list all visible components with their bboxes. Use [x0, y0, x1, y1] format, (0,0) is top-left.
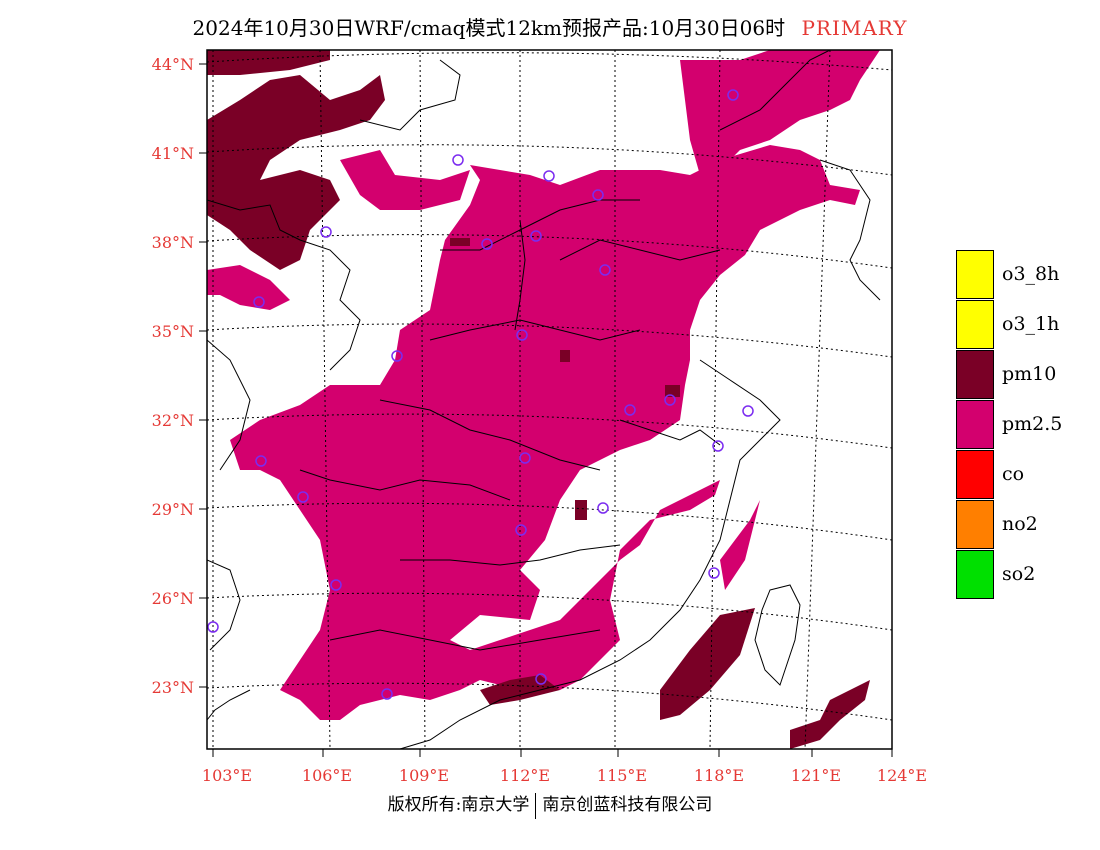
pm25-region-coast — [720, 500, 760, 590]
legend-swatch — [956, 499, 994, 549]
legend-label: co — [1002, 463, 1025, 485]
lon-label: 115°E — [597, 766, 647, 785]
pm10-region-top — [207, 50, 330, 75]
lat-label: 44°N — [152, 55, 194, 74]
lon-ticks — [212, 749, 893, 757]
legend-item-pm25: pm2.5 — [956, 399, 1096, 449]
pm25-region-northeast — [680, 50, 880, 175]
pm25-region-main — [230, 145, 860, 720]
legend-label: no2 — [1002, 513, 1038, 535]
legend-swatch — [956, 299, 994, 349]
lat-label: 26°N — [152, 589, 194, 608]
legend-swatch — [956, 399, 994, 449]
legend-item-co: co — [956, 449, 1096, 499]
lat-label: 29°N — [152, 500, 194, 519]
legend-item-pm10: pm10 — [956, 349, 1096, 399]
legend-label: o3_8h — [1002, 263, 1060, 285]
lon-label: 118°E — [694, 766, 744, 785]
graticule — [207, 50, 892, 749]
pm10-patch — [560, 350, 570, 362]
pm10-patch — [450, 238, 470, 246]
title-main: 2024年10月30日WRF/cmaq模式12km预报产品:10月30日06时 — [192, 16, 786, 40]
legend-label: pm2.5 — [1002, 413, 1063, 435]
pm10-region-northwest — [207, 75, 385, 270]
lat-label: 23°N — [152, 678, 194, 697]
lon-label: 109°E — [399, 766, 449, 785]
station-markers — [207, 89, 754, 700]
lon-label: 106°E — [302, 766, 352, 785]
map-title: 2024年10月30日WRF/cmaq模式12km预报产品:10月30日06时 … — [0, 12, 1100, 41]
lat-label: 32°N — [152, 411, 194, 430]
lon-label: 112°E — [500, 766, 550, 785]
pm10-patch — [575, 500, 587, 520]
footer-separator — [535, 792, 537, 819]
pm25-region-north — [340, 150, 470, 210]
lon-label: 103°E — [202, 766, 252, 785]
pm25-region-west — [207, 265, 290, 310]
copyright-footer: 版权所有:南京大学 南京创蓝科技有限公司 — [0, 790, 1100, 819]
pollutant-legend: o3_8h o3_1h pm10 pm2.5 co no2 so2 — [956, 249, 1096, 599]
lon-label: 124°E — [877, 766, 927, 785]
lat-label: 35°N — [152, 322, 194, 341]
title-primary-tag: PRIMARY — [801, 16, 908, 40]
legend-label: o3_1h — [1002, 313, 1060, 335]
legend-swatch — [956, 249, 994, 299]
lat-ticks — [199, 63, 207, 688]
legend-item-so2: so2 — [956, 549, 1096, 599]
map-frame — [206, 49, 893, 750]
pm10-region-southeast — [790, 680, 870, 749]
copyright-right: 南京创蓝科技有限公司 — [542, 795, 713, 815]
legend-item-no2: no2 — [956, 499, 1096, 549]
lon-label: 121°E — [791, 766, 841, 785]
pm10-patch — [665, 385, 680, 397]
lat-label: 38°N — [152, 233, 194, 252]
legend-swatch — [956, 449, 994, 499]
legend-label: so2 — [1002, 563, 1036, 585]
copyright-left: 版权所有:南京大学 — [387, 795, 530, 815]
legend-item-o3-1h: o3_1h — [956, 299, 1096, 349]
legend-swatch — [956, 549, 994, 599]
boundary-lines — [207, 50, 881, 749]
legend-swatch — [956, 349, 994, 399]
pm10-region-taiwan-strait — [660, 608, 755, 720]
legend-label: pm10 — [1002, 363, 1057, 385]
legend-item-o3-8h: o3_8h — [956, 249, 1096, 299]
lat-label: 41°N — [152, 144, 194, 163]
map-area — [207, 50, 892, 749]
